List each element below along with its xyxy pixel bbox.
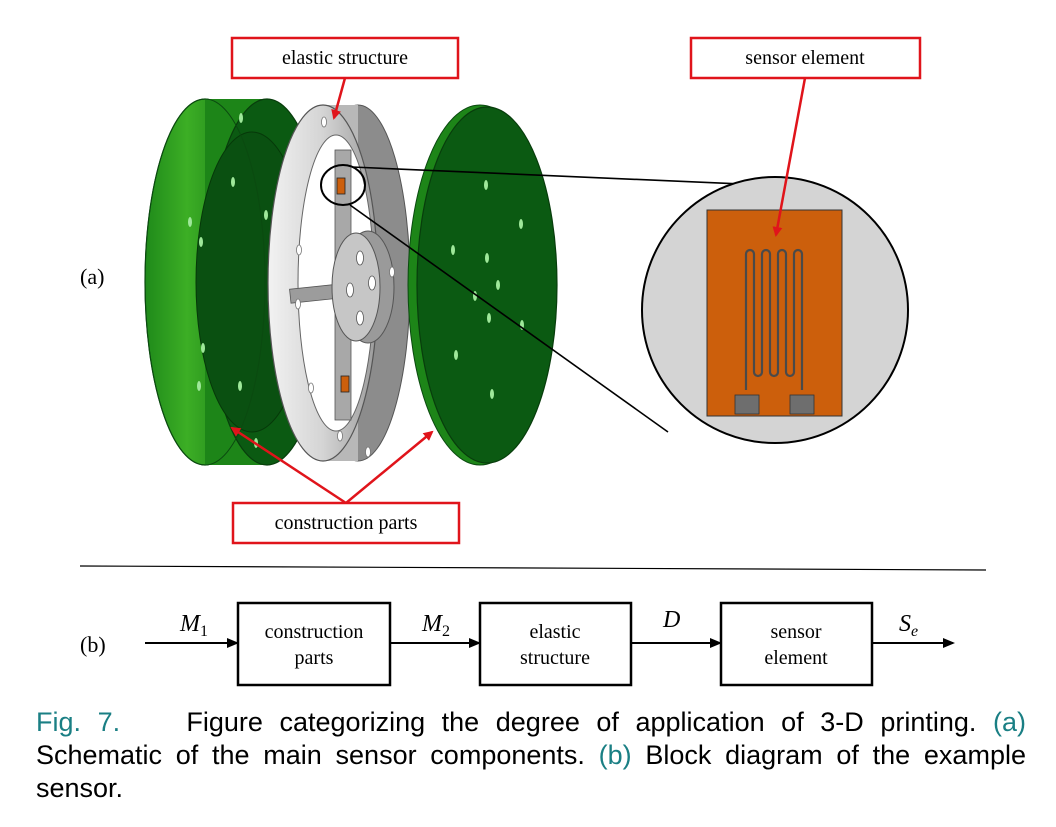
caption-b-text: Block diagram of the example sensor.	[36, 740, 1026, 803]
callout-elastic-structure-text: elastic structure	[282, 47, 408, 69]
caption-a-text: Schematic of the main sensor components.	[36, 740, 585, 770]
elastic-ring	[267, 104, 411, 462]
callout-sensor-element: sensor element	[689, 36, 922, 237]
callout-elastic-structure: elastic structure	[230, 36, 460, 120]
block-elastic-structure-line1: elastic	[529, 621, 580, 643]
block-sensor-element-line2: element	[764, 647, 828, 669]
part-a-label: (a)	[80, 264, 104, 289]
block-construction-parts-line2: parts	[295, 647, 334, 669]
block-construction-parts-line1: construction	[265, 621, 364, 643]
zoom-line-bottom	[349, 204, 669, 433]
block-elastic-structure	[478, 601, 633, 687]
signal-d: D	[662, 607, 680, 633]
block-diagram: construction parts elastic structure sen…	[145, 601, 955, 687]
signal-m1: M1	[179, 611, 208, 640]
caption-b-ref[interactable]: (b)	[598, 740, 632, 770]
figure-caption: Fig. 7. Figure categorizing the degree o…	[36, 706, 1026, 805]
signal-m2: M2	[421, 611, 450, 640]
block-elastic-structure-line2: structure	[520, 647, 590, 669]
block-sensor-element	[719, 601, 874, 687]
figure-canvas: (a)	[79, 36, 987, 687]
callout-sensor-element-text: sensor element	[745, 47, 865, 69]
block-construction-parts	[236, 601, 392, 687]
callout-construction-parts: construction parts	[230, 426, 461, 545]
caption-main: Figure categorizing the degree of applic…	[186, 707, 977, 737]
part-b-label: (b)	[80, 632, 106, 657]
caption-a-ref[interactable]: (a)	[992, 707, 1026, 737]
signal-se: Se	[899, 611, 918, 640]
caption-fig-label: Fig. 7.	[36, 707, 121, 737]
sensor-zoom-view	[641, 176, 909, 444]
right-construction-disk	[407, 104, 558, 466]
block-sensor-element-line1: sensor	[770, 621, 821, 643]
callout-construction-parts-text: construction parts	[275, 512, 418, 534]
section-separator	[79, 565, 987, 571]
